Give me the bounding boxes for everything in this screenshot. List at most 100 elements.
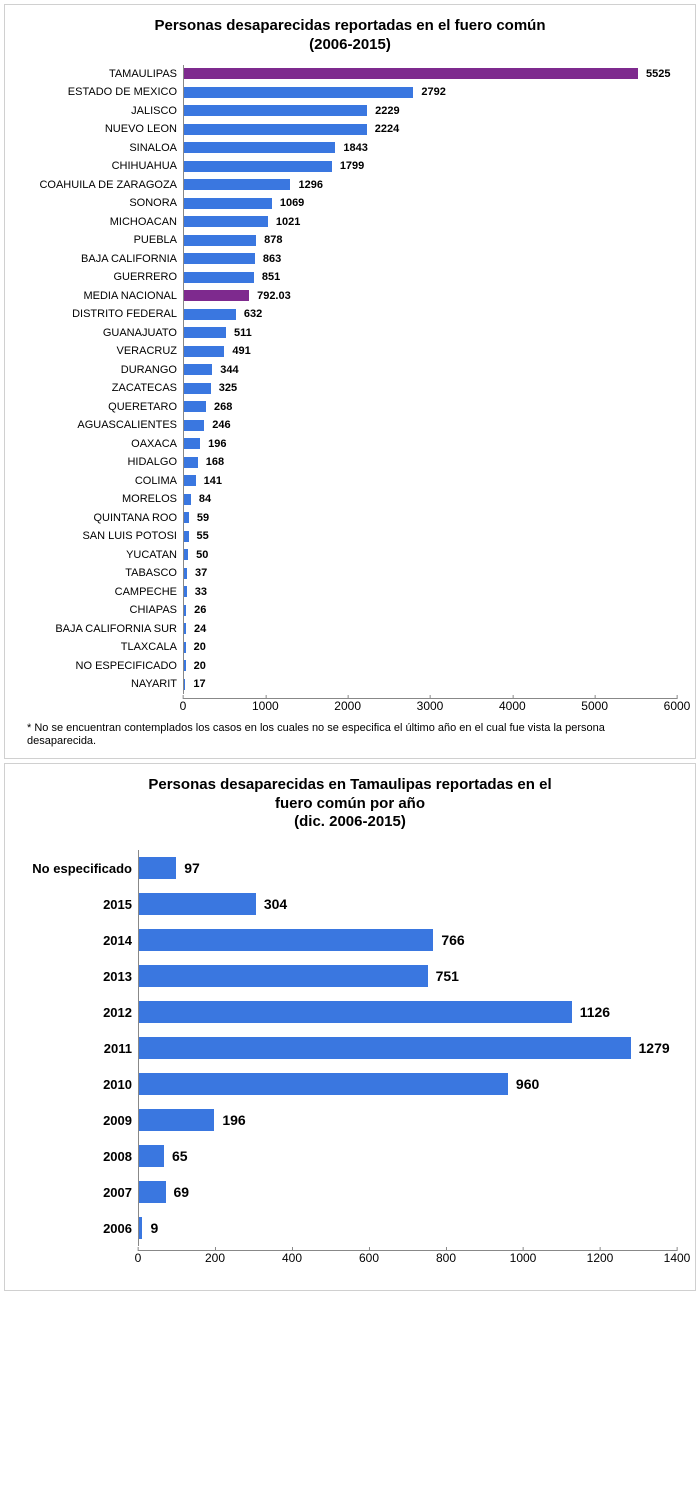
bar-ylabel: 2014 [23,933,138,948]
bar [184,364,212,375]
bar-value: 97 [176,860,200,876]
xaxis-tick: 200 [205,1251,225,1265]
bar-row: MORELOS84 [23,490,677,509]
bar-plot-area: 97 [138,850,677,886]
bar-plot-area: 325 [183,379,677,398]
chart2-title-line1: Personas desaparecidas en Tamaulipas rep… [148,776,551,793]
bar [184,438,200,449]
bar [184,457,198,468]
bar-ylabel: HIDALGO [23,456,183,468]
bar [184,253,255,264]
bar [184,290,249,301]
bar-plot-area: 20 [183,657,677,676]
bar-ylabel: ZACATECAS [23,382,183,394]
bar-value: 960 [508,1076,539,1092]
bar-value: 59 [189,512,209,524]
bar-value: 344 [212,364,238,376]
bar-ylabel: 2011 [23,1041,138,1056]
bar-plot-area: 9 [138,1210,677,1246]
xaxis-tick: 0 [135,1251,142,1265]
chart2-panel: Personas desaparecidas en Tamaulipas rep… [4,763,696,1291]
bar-plot-area: 304 [138,886,677,922]
bar [184,494,191,505]
bar [139,1181,166,1203]
bar-row: CAMPECHE33 [23,583,677,602]
bar-value: 37 [187,567,207,579]
bar-plot-area: 65 [138,1138,677,1174]
bar-plot-area: 50 [183,546,677,565]
chart1-plot: TAMAULIPAS5525ESTADO DE MEXICO2792JALISC… [23,65,677,694]
bar-ylabel: CHIHUAHUA [23,160,183,172]
bar [184,216,268,227]
bar-plot-area: 1069 [183,194,677,213]
chart1-title-line2: (2006-2015) [309,36,391,53]
bar-ylabel: PUEBLA [23,234,183,246]
bar-plot-area: 491 [183,342,677,361]
bar [139,1109,214,1131]
bar-ylabel: BAJA CALIFORNIA SUR [23,623,183,635]
bar-plot-area: 59 [183,509,677,528]
bar-value: 851 [254,271,280,283]
bar-row: 2014 766 [23,922,677,958]
bar [139,893,256,915]
bar-plot-area: 878 [183,231,677,250]
bar-value: 33 [187,586,207,598]
bar-value: 1279 [631,1040,670,1056]
bar-value: 1126 [572,1004,610,1020]
bar-row: COAHUILA DE ZARAGOZA1296 [23,176,677,195]
bar-plot-area: 246 [183,416,677,435]
bar-row: NAYARIT17 [23,675,677,694]
bar-value: 491 [224,345,250,357]
bar-row: 20069 [23,1210,677,1246]
bar-value: 2224 [367,123,399,135]
bar-plot-area: 55 [183,527,677,546]
bar-ylabel: YUCATAN [23,549,183,561]
bar-value: 1021 [268,216,300,228]
bar-plot-area: 196 [183,435,677,454]
bar-row: TLAXCALA20 [23,638,677,657]
bar-plot-area: 84 [183,490,677,509]
bar [139,1073,508,1095]
xaxis-tick: 0 [180,699,187,713]
bar-row: 2010960 [23,1066,677,1102]
bar-row: No especificado 97 [23,850,677,886]
bar-ylabel: No especificado [23,861,138,876]
bar-plot-area: 2229 [183,102,677,121]
bar-ylabel: BAJA CALIFORNIA [23,253,183,265]
bar-value: 511 [226,327,252,339]
bar [184,401,206,412]
bar-plot-area: 20 [183,638,677,657]
bar-plot-area: 33 [183,583,677,602]
bar-row: 2011 1279 [23,1030,677,1066]
bar-row: ESTADO DE MEXICO2792 [23,83,677,102]
bar-plot-area: 863 [183,250,677,269]
bar-plot-area: 766 [138,922,677,958]
bar-row: MEDIA NACIONAL792.03 [23,287,677,306]
bar [184,124,367,135]
bar-value: 792.03 [249,290,291,302]
xaxis-tick: 5000 [581,699,608,713]
bar-row: GUANAJUATO 511 [23,324,677,343]
bar-ylabel: JALISCO [23,105,183,117]
bar-ylabel: GUANAJUATO [23,327,183,339]
bar-row: SAN LUIS POTOSI55 [23,527,677,546]
bar [184,346,224,357]
bar-value: 69 [166,1184,190,1200]
bar-row: VERACRUZ491 [23,342,677,361]
bar-value: 766 [433,932,464,948]
bar [184,68,638,79]
bar-value: 325 [211,382,237,394]
bar-value: 863 [255,253,281,265]
bar-row: CHIHUAHUA1799 [23,157,677,176]
bar [139,929,433,951]
bar-value: 2792 [413,86,445,98]
bar-value: 268 [206,401,232,413]
xaxis-tick: 4000 [499,699,526,713]
bar-value: 632 [236,308,262,320]
bar-row: 2013751 [23,958,677,994]
bar-row: PUEBLA878 [23,231,677,250]
bar-ylabel: OAXACA [23,438,183,450]
bar-row: QUINTANA ROO59 [23,509,677,528]
bar-value: 168 [198,456,224,468]
bar-plot-area: 792.03 [183,287,677,306]
